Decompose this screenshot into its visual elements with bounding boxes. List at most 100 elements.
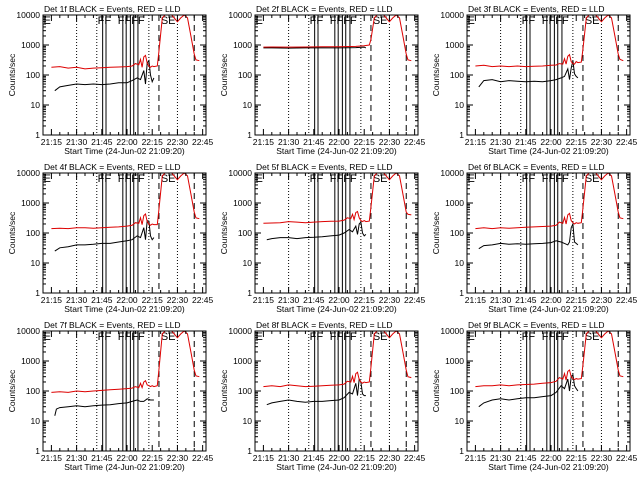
x-tick-label: 21:45 xyxy=(91,453,113,463)
x-tick-label: 22:15 xyxy=(354,137,376,147)
x-axis-label: Start Time (24-Jun-02 21:09:20) xyxy=(276,304,397,314)
plot-frame xyxy=(466,14,631,136)
y-tick-label: 100 xyxy=(26,70,40,80)
x-tick-label: 21:15 xyxy=(253,295,275,305)
x-tick-label: 21:45 xyxy=(303,137,325,147)
y-tick-label: 1 xyxy=(459,446,464,456)
x-tick-label: 22:00 xyxy=(540,295,562,305)
events-series-line xyxy=(54,219,155,252)
y-tick-label: 100 xyxy=(238,228,252,238)
x-tick-label: 21:30 xyxy=(278,295,300,305)
events-series-line xyxy=(54,59,155,92)
plot-frame xyxy=(254,172,419,294)
y-tick-label: 1 xyxy=(247,446,252,456)
x-tick-label: 22:00 xyxy=(328,453,350,463)
y-axis-label: Counts/sec xyxy=(7,369,17,412)
flag-label: SE xyxy=(373,15,388,27)
y-tick-label: 1 xyxy=(247,130,252,140)
x-tick-label: 21:15 xyxy=(41,295,63,305)
plot-frame xyxy=(254,14,419,136)
x-tick-label: 21:45 xyxy=(303,295,325,305)
x-tick-label: 22:15 xyxy=(354,453,376,463)
x-tick-label: 22:00 xyxy=(328,295,350,305)
y-tick-label: 10 xyxy=(455,416,465,426)
plot-frame xyxy=(42,172,207,294)
x-tick-label: 22:30 xyxy=(167,295,189,305)
x-tick-label: 21:45 xyxy=(515,453,537,463)
y-tick-label: 10000 xyxy=(440,326,464,336)
events-series-line xyxy=(263,46,367,49)
y-axis-label: Counts/sec xyxy=(7,211,17,254)
x-axis-label: Start Time (24-Jun-02 21:09:20) xyxy=(276,146,397,156)
x-tick-label: 21:30 xyxy=(278,137,300,147)
lld-series-line xyxy=(475,15,624,68)
y-tick-label: 10 xyxy=(243,258,253,268)
x-tick-label: 21:15 xyxy=(465,295,487,305)
plot-frame xyxy=(466,172,631,294)
flag-label: FF xyxy=(522,15,536,27)
panel-title: Det 3f BLACK = Events, RED = LLD xyxy=(468,4,605,14)
flag-label: E xyxy=(256,15,263,27)
panel-title: Det 1f BLACK = Events, RED = LLD xyxy=(44,4,181,14)
x-tick-label: 22:45 xyxy=(192,137,214,147)
y-tick-label: 10000 xyxy=(16,326,40,336)
x-axis-label: Start Time (24-Jun-02 21:09:20) xyxy=(488,146,609,156)
x-tick-label: 22:15 xyxy=(142,453,164,463)
y-tick-label: 10 xyxy=(455,258,465,268)
flag-label: FF xyxy=(310,15,324,27)
flag-label: E xyxy=(44,331,51,343)
x-tick-label: 21:30 xyxy=(66,137,88,147)
x-tick-label: 21:15 xyxy=(41,137,63,147)
x-tick-label: 22:45 xyxy=(404,295,426,305)
y-tick-label: 10 xyxy=(31,100,41,110)
flag-label: FFFF xyxy=(330,331,357,343)
y-tick-label: 1000 xyxy=(21,198,40,208)
events-series-line xyxy=(266,220,367,241)
panel-title: Det 6f BLACK = Events, RED = LLD xyxy=(468,162,605,172)
x-axis-label: Start Time (24-Jun-02 21:09:20) xyxy=(488,462,609,472)
flag-label: FFFF xyxy=(118,173,145,185)
events-series-line xyxy=(478,222,579,250)
x-tick-label: 21:30 xyxy=(66,453,88,463)
y-tick-label: 10000 xyxy=(228,168,252,178)
time-markers xyxy=(76,173,195,293)
flag-label: SE xyxy=(585,15,600,27)
y-tick-label: 1 xyxy=(35,446,40,456)
y-tick-label: 100 xyxy=(450,228,464,238)
x-axis-label: Start Time (24-Jun-02 21:09:20) xyxy=(64,146,185,156)
lld-series-line xyxy=(263,15,412,62)
x-tick-label: 22:15 xyxy=(354,295,376,305)
flag-label: SE xyxy=(161,15,176,27)
x-tick-label: 21:30 xyxy=(66,295,88,305)
x-tick-label: 22:30 xyxy=(379,295,401,305)
y-tick-label: 1 xyxy=(459,130,464,140)
y-tick-label: 100 xyxy=(238,386,252,396)
flag-label: E xyxy=(44,173,51,185)
flag-label: FFFF xyxy=(330,15,357,27)
panel-title: Det 7f BLACK = Events, RED = LLD xyxy=(44,320,181,330)
lld-series-line xyxy=(263,331,412,388)
time-markers xyxy=(500,173,619,293)
y-tick-label: 1000 xyxy=(233,356,252,366)
time-markers xyxy=(288,15,407,135)
y-tick-label: 10000 xyxy=(16,168,40,178)
flag-label: E xyxy=(468,15,475,27)
y-tick-label: 1000 xyxy=(233,40,252,50)
x-axis-label: Start Time (24-Jun-02 21:09:20) xyxy=(488,304,609,314)
x-tick-label: 22:00 xyxy=(116,453,138,463)
y-tick-label: 1000 xyxy=(21,356,40,366)
flag-label: FFFF xyxy=(542,173,569,185)
x-tick-label: 22:00 xyxy=(328,137,350,147)
time-markers xyxy=(500,331,619,451)
x-tick-label: 21:45 xyxy=(515,137,537,147)
flag-label: FFFF xyxy=(542,331,569,343)
y-tick-label: 10000 xyxy=(440,168,464,178)
y-axis-label: Counts/sec xyxy=(219,53,229,96)
x-tick-label: 22:45 xyxy=(404,453,426,463)
flag-label: FF xyxy=(310,173,324,185)
y-tick-label: 1000 xyxy=(445,198,464,208)
x-tick-label: 22:30 xyxy=(379,137,401,147)
y-tick-label: 10000 xyxy=(440,10,464,20)
